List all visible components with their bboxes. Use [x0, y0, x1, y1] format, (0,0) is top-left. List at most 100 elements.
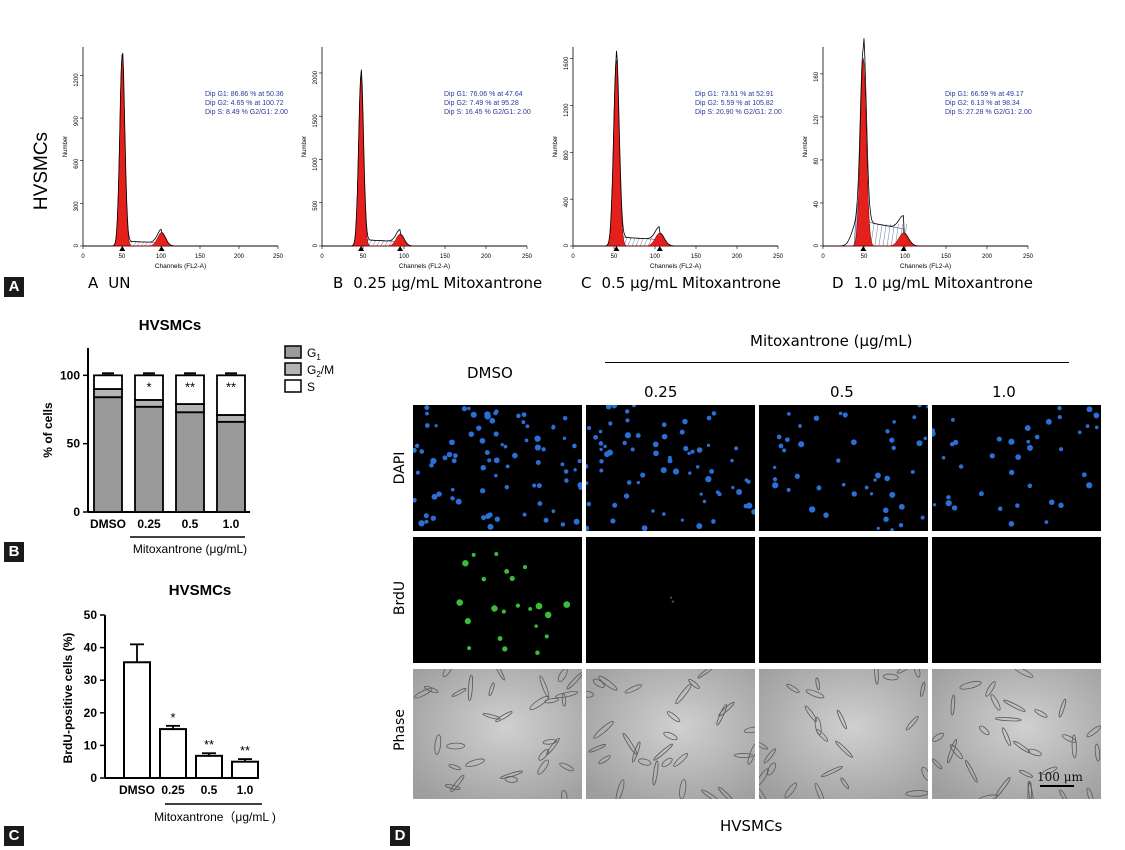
brdu-image-1-0	[932, 537, 1101, 663]
phase-cell	[995, 777, 1011, 797]
phase-image-cells	[586, 669, 755, 799]
legend-label-1: G2/M	[307, 363, 334, 379]
dapi-nucleus	[442, 455, 448, 461]
dapi-nucleus	[923, 436, 927, 441]
phase-cell	[529, 695, 549, 711]
phase-cell	[593, 720, 614, 739]
x-axis-label: Channels (FL2-A)	[155, 263, 206, 270]
dapi-nucleus	[1044, 520, 1049, 524]
dapi-nucleus	[772, 477, 778, 482]
dapi-image-cells	[772, 405, 928, 531]
dapi-nucleus	[682, 418, 688, 425]
g2-peak	[83, 232, 278, 247]
peak-marker	[656, 246, 663, 251]
brdu-nucleus	[535, 650, 540, 655]
dapi-nucleus	[503, 444, 508, 449]
dapi-nucleus	[652, 441, 659, 448]
dapi-nucleus	[787, 412, 791, 416]
dapi-nucleus	[1057, 414, 1062, 420]
histogram-b: 0 50 100 150 200 250 Channels (FL2-A) 0 500 1000 1…	[302, 47, 533, 270]
dapi-nucleus	[468, 431, 475, 437]
dapi-nucleus	[599, 447, 603, 452]
y-axis-label: Number	[553, 136, 559, 157]
row-label-phase: Phase	[392, 709, 408, 751]
dapi-image-cells	[932, 405, 1100, 527]
phase-cell	[499, 770, 523, 779]
phase-cell	[631, 741, 641, 763]
dapi-nucleus	[882, 507, 889, 514]
phase-cell	[1019, 770, 1033, 778]
bar-g2-m-0.25	[134, 399, 164, 408]
phase-cell	[979, 725, 990, 736]
dapi-nucleus	[876, 526, 880, 530]
x-tick-label: 0	[571, 254, 575, 260]
g1-peak	[83, 55, 278, 247]
bar-s-0.5	[175, 374, 205, 405]
peak-marker	[397, 246, 404, 251]
s-phase-hatch	[648, 237, 652, 247]
s-phase-hatch	[372, 240, 376, 247]
s-phase-hatch	[891, 223, 895, 247]
s-phase-hatch	[878, 223, 883, 247]
dapi-nucleus	[504, 484, 510, 490]
dapi-nucleus	[744, 478, 749, 482]
dapi-nucleus	[1086, 406, 1093, 413]
legend-swatch	[284, 345, 302, 359]
dapi-nucleus	[884, 475, 891, 482]
dapi-nucleus	[688, 471, 692, 475]
scale-bar	[1040, 785, 1074, 787]
scale-bar-label: 100 μm	[1037, 770, 1083, 784]
brdu-nucleus	[535, 602, 543, 610]
x-tick-label: 200	[982, 254, 993, 260]
dapi-nucleus	[1086, 482, 1093, 489]
dapi-nucleus	[809, 506, 816, 513]
y-tick-label: 0	[814, 243, 820, 247]
dapi-nucleus	[414, 443, 420, 448]
dapi-nucleus	[631, 405, 637, 408]
phase-cell	[661, 757, 673, 768]
dapi-nucleus	[1057, 405, 1062, 411]
dapi-nucleus	[910, 469, 915, 474]
phase-cell	[815, 677, 821, 691]
dapi-nucleus	[424, 405, 430, 411]
x-tick-label: 100	[399, 254, 410, 260]
bar-g2-m-0.5	[175, 403, 205, 414]
dapi-nucleus	[635, 433, 641, 439]
dapi-nucleus	[1048, 499, 1055, 506]
dapi-nucleus	[534, 444, 541, 451]
brdu-nucleus	[502, 646, 508, 652]
dapi-nucleus	[467, 406, 471, 411]
x-tick-label: 0.5	[201, 783, 218, 797]
brdu-image-0-5	[759, 537, 928, 663]
phase-cell	[763, 748, 777, 764]
dapi-nucleus	[736, 489, 743, 496]
dapi-nucleus	[450, 487, 455, 492]
y-tick-label: 160	[814, 71, 820, 82]
phase-cell	[978, 794, 998, 799]
dapi-nucleus	[611, 405, 618, 409]
x-tick-label: 100	[900, 254, 911, 260]
y-tick-label: 500	[313, 200, 319, 211]
dapi-image-dmso	[413, 405, 582, 531]
brdu-nucleus	[504, 568, 510, 574]
dapi-nucleus	[625, 409, 630, 414]
column-label-0-5: 0.5	[830, 383, 854, 401]
y-tick-label: 1600	[564, 56, 570, 70]
dapi-nucleus	[480, 488, 486, 494]
phase-background	[759, 669, 928, 799]
dapi-nucleus	[623, 493, 630, 499]
x-tick-label: 200	[234, 254, 245, 260]
phase-cell	[586, 690, 594, 698]
phase-cell	[539, 675, 550, 698]
phase-cell	[592, 678, 605, 688]
legend-swatch	[284, 362, 302, 376]
dapi-image-cells	[586, 405, 755, 531]
histogram-d: 0 50 100 150 200 250 Channels (FL2-A) 0 40 80 120 1…	[803, 38, 1034, 270]
phase-cell	[840, 777, 850, 790]
x-tick-label: 50	[861, 254, 868, 260]
bar-1.0	[231, 760, 259, 779]
y-tick-label: 400	[564, 197, 570, 208]
phase-cell	[964, 759, 978, 783]
dapi-nucleus	[449, 452, 453, 456]
y-tick-label: 80	[814, 157, 820, 164]
